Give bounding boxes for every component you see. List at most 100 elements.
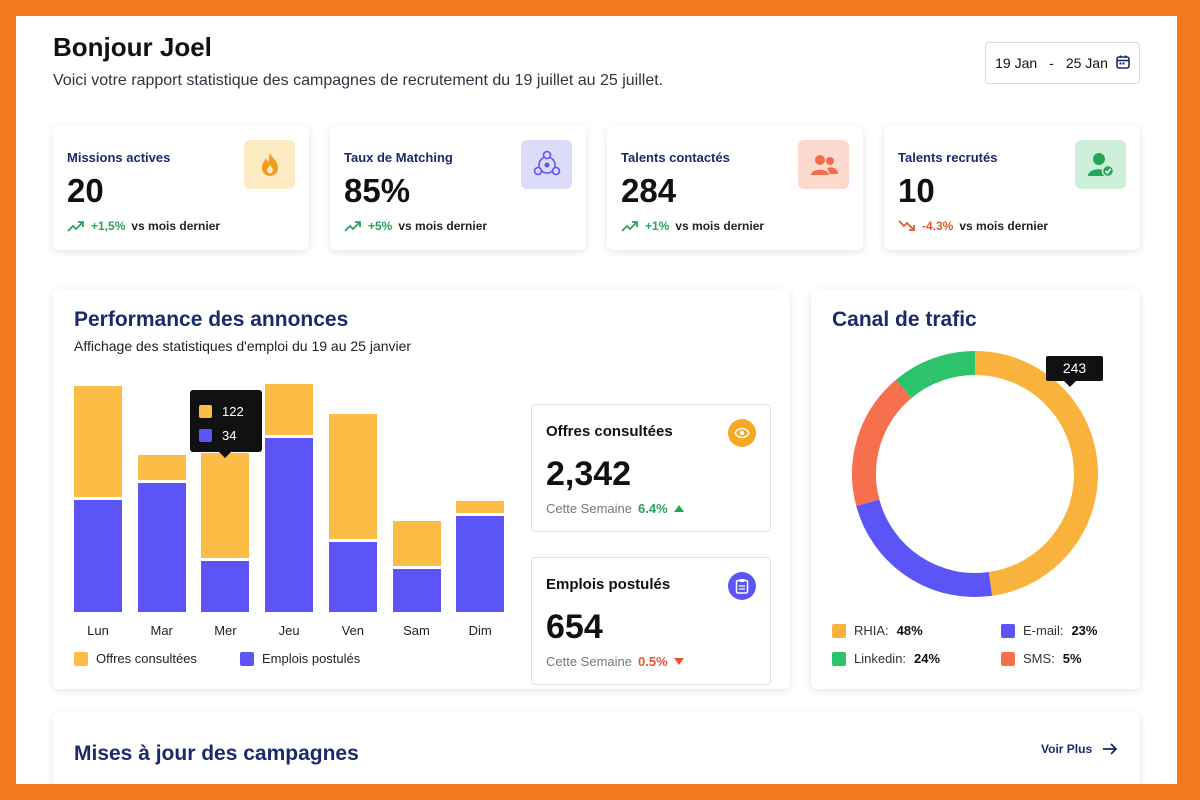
trend-up-icon bbox=[621, 220, 639, 232]
bar-emplois-ven[interactable] bbox=[329, 542, 377, 613]
legend-pct: 5% bbox=[1063, 651, 1082, 666]
bar-emplois-mar[interactable] bbox=[138, 483, 186, 612]
performance-card: Performance des annonces Affichage des s… bbox=[53, 289, 790, 689]
bar-offres-lun[interactable] bbox=[74, 386, 122, 497]
legend-linkedin: Linkedin: 24% bbox=[832, 651, 940, 666]
stat-value: 10 bbox=[898, 172, 935, 210]
offres-value: 2,342 bbox=[546, 455, 631, 494]
bar-offres-sam[interactable] bbox=[393, 521, 441, 566]
network-icon bbox=[521, 140, 572, 189]
day-label: Ven bbox=[323, 623, 383, 638]
legend-name: SMS: bbox=[1023, 651, 1055, 666]
trend-percent: +1% bbox=[645, 219, 669, 233]
donut-slice-email[interactable] bbox=[868, 503, 991, 585]
legend-sms: SMS: 5% bbox=[1001, 651, 1082, 666]
trend-down-icon bbox=[898, 220, 916, 232]
emplois-pct: 0.5% bbox=[638, 654, 668, 669]
stat-value: 85% bbox=[344, 172, 410, 210]
trend-suffix: vs mois dernier bbox=[959, 219, 1048, 233]
bar-offres-dim[interactable] bbox=[456, 501, 504, 513]
donut-tooltip: 243 bbox=[1046, 356, 1103, 381]
date-start: 19 Jan bbox=[995, 55, 1037, 71]
legend-swatch bbox=[74, 652, 88, 666]
donut-slice-linkedin[interactable] bbox=[904, 363, 975, 389]
legend-name: E-mail: bbox=[1023, 623, 1063, 638]
date-separator: - bbox=[1049, 55, 1054, 71]
legend-swatch bbox=[1001, 624, 1015, 638]
stat-label: Taux de Matching bbox=[344, 150, 453, 165]
bar-emplois-mer[interactable] bbox=[201, 561, 249, 612]
voir-plus-link[interactable]: Voir Plus bbox=[1041, 742, 1118, 756]
trend-up-icon bbox=[67, 220, 85, 232]
calendar-icon bbox=[1116, 55, 1130, 72]
trend-suffix: vs mois dernier bbox=[675, 219, 764, 233]
donut-slice-sms[interactable] bbox=[864, 389, 904, 503]
legend-pct: 48% bbox=[897, 623, 923, 638]
trend-suffix: vs mois dernier bbox=[131, 219, 220, 233]
campaigns-card: Mises à jour des campagnes Voir Plus bbox=[53, 712, 1140, 784]
chart-tooltip: 122 34 bbox=[190, 390, 262, 452]
day-label: Mar bbox=[132, 623, 192, 638]
stat-trend: +5% vs mois dernier bbox=[344, 219, 487, 233]
stat-card-contacted: Talents contactés 284 +1% vs mois dernie… bbox=[607, 126, 863, 250]
users-icon bbox=[798, 140, 849, 189]
trend-percent: +5% bbox=[368, 219, 392, 233]
bar-emplois-jeu[interactable] bbox=[265, 438, 313, 612]
emplois-title: Emplois postulés bbox=[546, 576, 670, 593]
bar-offres-mar[interactable] bbox=[138, 455, 186, 481]
day-label: Mer bbox=[195, 623, 255, 638]
emplois-postules-card: Emplois postulés 654 Cette Semaine 0.5% bbox=[531, 557, 771, 685]
emplois-period: Cette Semaine bbox=[546, 654, 632, 669]
legend-swatch bbox=[1001, 652, 1015, 666]
donut-slice-rhia[interactable] bbox=[975, 363, 1086, 584]
legend-label: Emplois postulés bbox=[262, 651, 360, 666]
dashboard-frame: Bonjour Joel Voici votre rapport statist… bbox=[16, 16, 1177, 784]
bar-emplois-lun[interactable] bbox=[74, 500, 122, 613]
tooltip-swatch-offres bbox=[199, 405, 212, 418]
stat-trend: -4.3% vs mois dernier bbox=[898, 219, 1048, 233]
stat-card-recruited: Talents recrutés 10 -4.3% vs mois dernie… bbox=[884, 126, 1140, 250]
trend-up-icon bbox=[344, 220, 362, 232]
day-label: Sam bbox=[387, 623, 447, 638]
trend-percent: -4.3% bbox=[922, 219, 953, 233]
arrow-right-icon bbox=[1102, 743, 1118, 755]
bar-emplois-dim[interactable] bbox=[456, 516, 504, 612]
stat-value: 284 bbox=[621, 172, 676, 210]
legend-name: RHIA: bbox=[854, 623, 889, 638]
emplois-footer: Cette Semaine 0.5% bbox=[546, 654, 684, 669]
bar-offres-jeu[interactable] bbox=[265, 384, 313, 435]
tooltip-offres-value: 122 bbox=[222, 404, 244, 419]
stat-value: 20 bbox=[67, 172, 104, 210]
stat-label: Talents contactés bbox=[621, 150, 730, 165]
offres-consultees-card: Offres consultées 2,342 Cette Semaine 6.… bbox=[531, 404, 771, 532]
traffic-channel-card: Canal de trafic 243 RHIA: 48% E-mail: 23% … bbox=[811, 289, 1140, 689]
bar-emplois-sam[interactable] bbox=[393, 569, 441, 613]
offres-period: Cette Semaine bbox=[546, 501, 632, 516]
legend-pct: 24% bbox=[914, 651, 940, 666]
stat-card-matching: Taux de Matching 85% +5% vs mois dernier bbox=[330, 126, 586, 250]
bar-offres-ven[interactable] bbox=[329, 414, 377, 539]
legend-swatch bbox=[240, 652, 254, 666]
stat-card-missions: Missions actives 20 +1,5% vs mois dernie… bbox=[53, 126, 309, 250]
stat-trend: +1% vs mois dernier bbox=[621, 219, 764, 233]
stat-trend: +1,5% vs mois dernier bbox=[67, 219, 220, 233]
user-check-icon bbox=[1075, 140, 1126, 189]
donut-chart bbox=[811, 289, 1140, 619]
legend-rhia: RHIA: 48% bbox=[832, 623, 923, 638]
page-title: Bonjour Joel bbox=[53, 32, 212, 63]
date-range-picker[interactable]: 19 Jan - 25 Jan bbox=[985, 42, 1140, 84]
clipboard-icon bbox=[728, 572, 756, 600]
legend-emplois: Emplois postulés bbox=[240, 651, 360, 666]
campaigns-title: Mises à jour des campagnes bbox=[74, 742, 359, 766]
day-label: Lun bbox=[68, 623, 128, 638]
legend-name: Linkedin: bbox=[854, 651, 906, 666]
date-end: 25 Jan bbox=[1066, 55, 1108, 71]
caret-down-icon bbox=[674, 658, 684, 665]
bar-offres-mer[interactable] bbox=[201, 453, 249, 558]
legend-swatch bbox=[832, 652, 846, 666]
eye-icon bbox=[728, 419, 756, 447]
legend-pct: 23% bbox=[1071, 623, 1097, 638]
stat-label: Missions actives bbox=[67, 150, 170, 165]
offres-pct: 6.4% bbox=[638, 501, 668, 516]
day-label: Dim bbox=[450, 623, 510, 638]
